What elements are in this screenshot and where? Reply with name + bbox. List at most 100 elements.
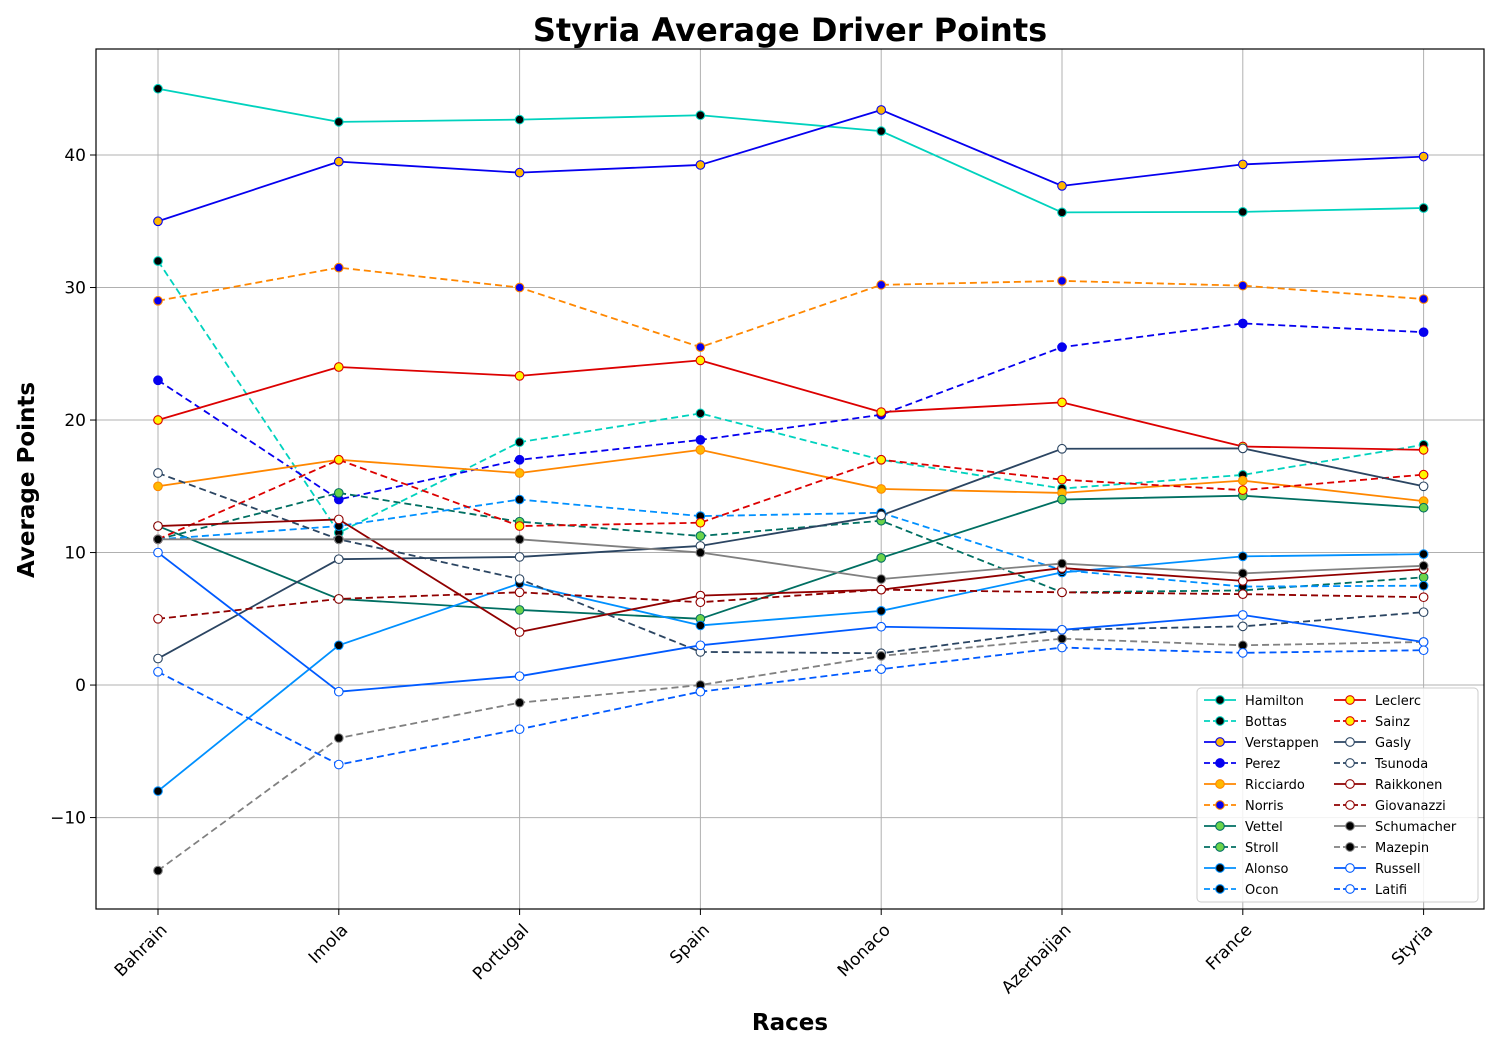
legend-label: Raikkonen [1375,778,1442,793]
series-line [157,498,1424,588]
data-point [876,621,887,632]
chart-title: Styria Average Driver Points [533,11,1047,49]
data-point [695,110,706,121]
legend-label: Giovanazzi [1375,799,1446,814]
legend-item: Stroll [1204,841,1279,856]
data-point [1418,469,1429,480]
data-point [1057,443,1067,454]
y-tick-label: 10 [64,544,86,564]
data-point [1057,642,1067,653]
data-point [695,597,706,608]
data-point [333,117,344,127]
data-point [153,295,163,306]
series-gasly [153,443,1429,664]
data-point [514,167,525,178]
data-point [695,355,706,366]
series-line [157,646,1424,766]
legend-label: Verstappen [1245,736,1319,751]
y-tick-label: 20 [64,411,86,431]
legend-swatch-marker [1215,842,1225,852]
legend-swatch-marker [1215,800,1225,810]
data-point [333,554,344,565]
data-point [514,454,525,465]
data-point [1237,568,1248,579]
legend-label: Russell [1375,862,1420,877]
data-point [333,454,344,465]
legend-item: Hamilton [1204,694,1304,709]
legend-label: Sainz [1375,715,1410,730]
series-line [157,518,1424,633]
series-line [157,448,1424,503]
data-point [514,574,525,584]
data-point [1237,475,1248,486]
data-point [1057,397,1067,408]
data-point [876,552,887,563]
y-axis-label: Average Points [14,382,40,578]
data-point [1237,621,1248,632]
series-lines [153,83,1429,876]
data-point [514,494,525,505]
series-giovanazzi [153,584,1429,624]
series-line [157,472,1424,655]
data-point [876,454,887,465]
data-point [333,733,344,743]
series-line [157,359,1424,451]
data-point [333,262,344,273]
legend-label: Leclerc [1375,694,1421,709]
data-point [514,282,525,293]
data-point [514,468,525,478]
series-latifi [153,642,1429,770]
series-line [158,538,1424,580]
series-line [157,447,1424,660]
series-schumacher [153,534,1429,584]
data-point [514,697,525,708]
legend-item: Russell [1334,862,1420,877]
data-point [876,407,887,417]
data-point [333,759,344,770]
legend-item: Perez [1204,757,1280,772]
series-line [157,494,1424,620]
legend-swatch-marker [1345,821,1355,831]
series-verstappen [153,105,1429,227]
series-line [157,260,1424,534]
legend: Hamilton Bottas Verstappen Perez Ricciardo No… [1196,687,1479,903]
legend-label: Gasly [1375,736,1411,751]
data-point [333,156,344,167]
legend-item: Raikkonen [1334,778,1442,793]
series-line [157,266,1424,349]
grid-lines [96,49,1484,909]
legend-swatch-marker [1215,821,1225,831]
legend-item: Bottas [1204,715,1287,730]
legend-item: Schumacher [1334,820,1457,835]
data-point [514,552,525,562]
legend-swatch-marker [1345,779,1355,789]
data-point [876,651,887,661]
legend-item: Leclerc [1334,694,1421,709]
legend-label: Stroll [1245,841,1279,856]
legend-item: Ocon [1204,883,1279,898]
data-point [695,435,706,445]
data-point [1418,592,1429,603]
legend-label: Latifi [1375,883,1407,898]
data-point [1418,502,1429,513]
data-point [1418,203,1429,213]
data-point [1418,151,1429,162]
data-point [1418,572,1429,583]
data-point [695,620,706,631]
data-point [1057,494,1067,505]
data-point [333,514,344,525]
data-point [1237,280,1248,291]
data-point [514,587,525,598]
legend-item: Alonso [1204,862,1288,877]
legend-item: Ricciardo [1204,778,1305,793]
data-point [1057,181,1067,191]
legend-swatch-marker [1215,737,1225,747]
legend-item: Gasly [1334,736,1411,751]
data-point [333,686,344,697]
data-point [514,114,525,125]
data-point [1237,207,1248,217]
data-point [153,415,163,425]
series-line [157,551,1424,693]
legend-swatch-marker [1215,758,1225,768]
